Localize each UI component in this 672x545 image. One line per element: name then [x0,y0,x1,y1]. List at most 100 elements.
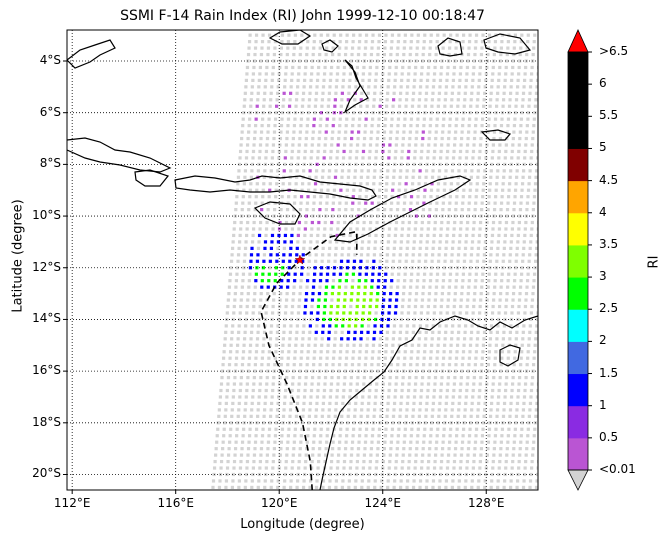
swath-pixel [307,259,311,263]
swath-pixel [462,33,466,37]
swath-pixel [467,40,472,44]
swath-pixel [284,298,289,302]
swath-pixel [478,459,482,464]
swath-pixel [296,156,300,160]
swath-pixel [454,356,459,360]
swath-pixel [414,375,418,380]
swath-pixel [262,330,267,334]
swath-pixel [278,453,282,457]
swath-pixel [531,453,535,457]
swath-pixel [542,240,545,243]
swath-pixel [327,499,330,502]
swath-pixel [352,266,356,270]
swath-pixel [286,117,291,121]
swath-pixel [260,208,264,212]
swath-pixel [553,111,556,114]
swath-pixel [489,91,493,95]
swath-pixel [545,53,548,56]
swath-pixel [516,395,520,399]
swath-pixel [420,375,425,380]
swath-pixel [215,434,219,438]
swath-pixel [312,363,316,367]
swath-pixel [333,337,337,341]
grid-layer [67,30,538,490]
swath-pixel [347,169,351,173]
y-tick-label: 20°S [32,466,61,481]
swath-pixel [283,472,287,477]
swath-pixel [350,369,354,373]
swath-pixel [391,104,395,108]
swath-pixel [466,369,470,373]
swath-pixel [247,440,251,444]
swath-pixel [530,382,534,386]
swath-pixel [289,91,293,95]
swath-pixel [510,78,514,82]
swath-pixel [262,414,266,418]
swath-pixel [461,279,465,283]
swath-pixel [457,324,461,328]
swath-pixel [486,124,491,128]
swath-pixel [328,324,332,328]
swath-pixel [464,156,469,160]
swath-pixel [527,337,531,341]
swath-pixel [494,343,498,347]
swath-pixel [393,240,397,244]
swath-pixel [521,485,526,490]
swath-pixel [328,479,332,483]
swath-pixel [414,220,418,225]
swath-pixel [532,279,536,283]
swath-pixel [557,143,560,146]
swath-pixel [378,421,382,425]
swath-pixel [330,453,334,457]
swath-pixel [536,149,538,154]
swath-pixel [246,447,251,451]
swath-pixel [307,98,312,102]
swath-pixel [509,85,513,89]
swath-pixel [494,272,498,276]
swath-pixel [414,453,418,457]
swath-pixel [366,324,371,328]
swath-pixel [294,182,298,186]
swath-pixel [480,285,484,289]
swath-pixel [493,201,497,205]
swath-pixel [247,356,252,360]
swath-pixel [467,279,471,283]
swath-pixel [341,156,346,160]
swath-pixel [272,298,276,302]
swath-pixel [400,388,404,393]
swath-pixel [337,130,341,134]
swath-pixel [521,91,526,95]
swath-pixel [474,350,479,354]
swath-pixel [436,104,440,108]
swath-pixel [470,169,474,173]
swath-pixel [384,343,388,347]
swath-pixel [286,40,290,44]
swath-pixel [276,479,280,483]
swath-pixel [231,479,235,483]
swath-pixel [232,227,236,231]
swath-pixel [386,401,390,406]
swath-pixel [506,285,510,289]
swath-pixel [389,52,393,57]
swath-pixel [339,343,343,347]
swath-pixel [474,117,478,121]
swath-pixel [319,40,323,44]
swath-pixel [351,195,355,199]
swath-pixel [228,356,232,360]
swath-pixel [238,233,242,238]
swath-pixel [238,156,242,160]
swath-pixel [437,485,442,490]
swath-pixel [423,350,427,354]
swath-pixel [326,427,330,431]
swath-pixel [421,59,425,63]
swath-pixel [406,388,411,393]
swath-pixel [314,259,318,263]
swath-pixel [421,447,425,451]
swath-pixel [439,466,443,470]
swath-pixel [490,240,494,244]
swath-pixel [349,227,353,231]
swath-pixel [323,304,327,309]
swath-pixel [295,330,299,334]
swath-pixel [380,162,384,166]
swath-pixel [450,246,455,250]
